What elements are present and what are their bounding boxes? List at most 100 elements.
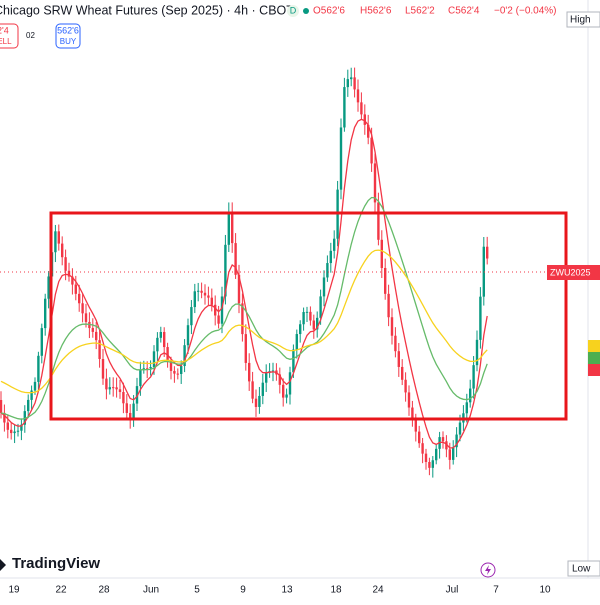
candle-body bbox=[71, 276, 74, 285]
time-label: 7 bbox=[493, 585, 499, 596]
time-label: 22 bbox=[55, 585, 67, 596]
candle-body bbox=[309, 311, 312, 321]
candle-body bbox=[418, 431, 421, 444]
candle-body bbox=[486, 246, 489, 259]
candle-body bbox=[190, 307, 193, 326]
candle-body bbox=[282, 384, 285, 398]
sell-button[interactable] bbox=[0, 23, 19, 49]
buy-price: 562'6 bbox=[57, 25, 79, 35]
candle-body bbox=[176, 373, 179, 375]
candle-body bbox=[81, 303, 84, 314]
candle-body bbox=[220, 296, 224, 324]
candle-body bbox=[271, 370, 275, 372]
candle-body bbox=[288, 372, 292, 395]
moving-averages bbox=[0, 118, 488, 449]
candle-body bbox=[78, 293, 81, 304]
candle-body bbox=[139, 369, 142, 387]
candle-body bbox=[384, 267, 387, 294]
candle-body bbox=[428, 461, 431, 468]
candle-body bbox=[210, 297, 213, 305]
candle-body bbox=[329, 250, 332, 264]
candle-body bbox=[479, 296, 482, 340]
candle-body bbox=[278, 374, 281, 385]
candle-body bbox=[217, 315, 220, 324]
time-label: Jun bbox=[143, 585, 159, 596]
badge: D bbox=[290, 5, 297, 15]
candle-body bbox=[180, 366, 183, 374]
symbol-tag bbox=[547, 265, 600, 280]
candle-body bbox=[197, 290, 200, 292]
candle-body bbox=[407, 392, 411, 408]
candle-body bbox=[13, 431, 16, 434]
candle-body bbox=[251, 381, 254, 399]
candle-body bbox=[91, 328, 94, 332]
candle-body bbox=[27, 399, 30, 412]
time-axis: 19 22 28 Jun 5 9 13 18 24 Jul 7 10 bbox=[8, 585, 551, 596]
candle-body bbox=[397, 351, 400, 367]
candle-body bbox=[156, 337, 159, 352]
badge-bg bbox=[287, 5, 299, 17]
brand: TradingView bbox=[12, 555, 100, 572]
candle-body bbox=[445, 441, 448, 450]
time-label: 13 bbox=[281, 585, 293, 596]
candle-body bbox=[411, 407, 414, 420]
chart-title: Chicago SRW Wheat Futures (Sep 2025) · 4… bbox=[0, 3, 294, 17]
range-box bbox=[49, 211, 568, 421]
candle-body bbox=[112, 387, 115, 389]
candle-body bbox=[183, 345, 186, 367]
candle-body bbox=[118, 389, 122, 393]
candles bbox=[0, 67, 489, 478]
candle-body bbox=[135, 386, 139, 404]
time-label: 10 bbox=[539, 585, 551, 596]
moving-average bbox=[0, 118, 488, 449]
candle-body bbox=[227, 212, 230, 245]
candle-body bbox=[108, 387, 111, 390]
ma-tag-green bbox=[588, 352, 600, 364]
candle-body bbox=[241, 303, 244, 335]
sell-price: 562'4 bbox=[0, 25, 9, 35]
candle-body bbox=[173, 370, 176, 374]
candle-body bbox=[149, 367, 152, 369]
candle-body bbox=[452, 447, 455, 460]
moving-average bbox=[0, 249, 488, 394]
candle-body bbox=[214, 304, 217, 316]
candle-body bbox=[387, 293, 390, 318]
candle-body bbox=[305, 311, 309, 313]
candle-body bbox=[458, 422, 462, 435]
candle-body bbox=[67, 270, 71, 277]
buy-label: BUY bbox=[60, 37, 77, 46]
candle-body bbox=[44, 298, 47, 329]
candle-body bbox=[203, 292, 207, 296]
time-label: 9 bbox=[240, 585, 246, 596]
candle-body bbox=[465, 402, 468, 414]
candle-body bbox=[30, 390, 33, 400]
candle-body bbox=[159, 331, 162, 338]
candle-body bbox=[469, 388, 472, 403]
candle-body bbox=[295, 334, 298, 350]
time-label: 5 bbox=[194, 585, 200, 596]
candle-body bbox=[390, 317, 394, 336]
candle-body bbox=[84, 313, 88, 322]
candle-body bbox=[54, 231, 57, 253]
candle-body bbox=[37, 355, 40, 382]
time-label: 28 bbox=[98, 585, 110, 596]
candle-body bbox=[163, 331, 166, 348]
event-bolt bbox=[485, 565, 491, 575]
candle-body bbox=[0, 400, 3, 413]
candle-body bbox=[142, 368, 145, 370]
candle-body bbox=[200, 290, 203, 293]
candle-body bbox=[448, 449, 451, 460]
candle-body bbox=[285, 394, 288, 398]
candle-body bbox=[254, 398, 258, 407]
high-tag bbox=[566, 11, 600, 28]
candle-body bbox=[237, 274, 241, 304]
candle-body bbox=[322, 277, 326, 297]
candle-body bbox=[20, 424, 23, 431]
candle-body bbox=[244, 334, 247, 363]
buy-button[interactable] bbox=[55, 23, 81, 49]
candle-body bbox=[6, 422, 9, 430]
candle-body bbox=[312, 320, 315, 330]
candle-body bbox=[132, 403, 135, 420]
candle-body bbox=[421, 443, 424, 454]
candle-body bbox=[356, 89, 360, 103]
